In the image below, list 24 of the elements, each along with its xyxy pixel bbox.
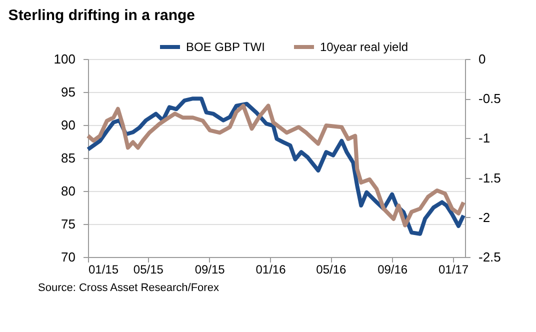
x-tick-label: 05/16 — [316, 262, 347, 276]
y-tick-label: 95 — [61, 84, 76, 100]
y2-tick-label: -2 — [478, 210, 490, 225]
source-note: Source: Cross Asset Research/Forex — [38, 282, 220, 294]
chart-title: Sterling drifting in a range — [8, 7, 195, 24]
y-tick-label: 100 — [54, 52, 76, 66]
y2-tick-label: -1.5 — [478, 170, 501, 186]
legend-label: BOE GBP TWI — [186, 40, 265, 54]
y-tick-label: 85 — [61, 150, 76, 166]
y-tick-label: 80 — [61, 184, 76, 198]
y2-tick-label: -0.5 — [478, 91, 501, 106]
y-tick-label: 70 — [61, 250, 76, 264]
x-tick-label: 09/16 — [378, 262, 408, 276]
x-tick-label: 01/16 — [256, 262, 286, 276]
y-tick-label: 75 — [61, 216, 76, 232]
x-tick-label: 09/15 — [194, 262, 226, 276]
y2-tick-label: 0 — [478, 52, 486, 66]
y2-tick-label: -1 — [478, 130, 490, 146]
x-tick-label: 05/15 — [133, 262, 164, 276]
x-tick-label: 01/17 — [438, 262, 469, 276]
x-tick-label: 01/15 — [88, 262, 119, 276]
y-tick-label: 90 — [61, 118, 76, 132]
y2-tick-label: -2.5 — [478, 250, 501, 264]
legend-label: 10year real yield — [320, 40, 408, 54]
